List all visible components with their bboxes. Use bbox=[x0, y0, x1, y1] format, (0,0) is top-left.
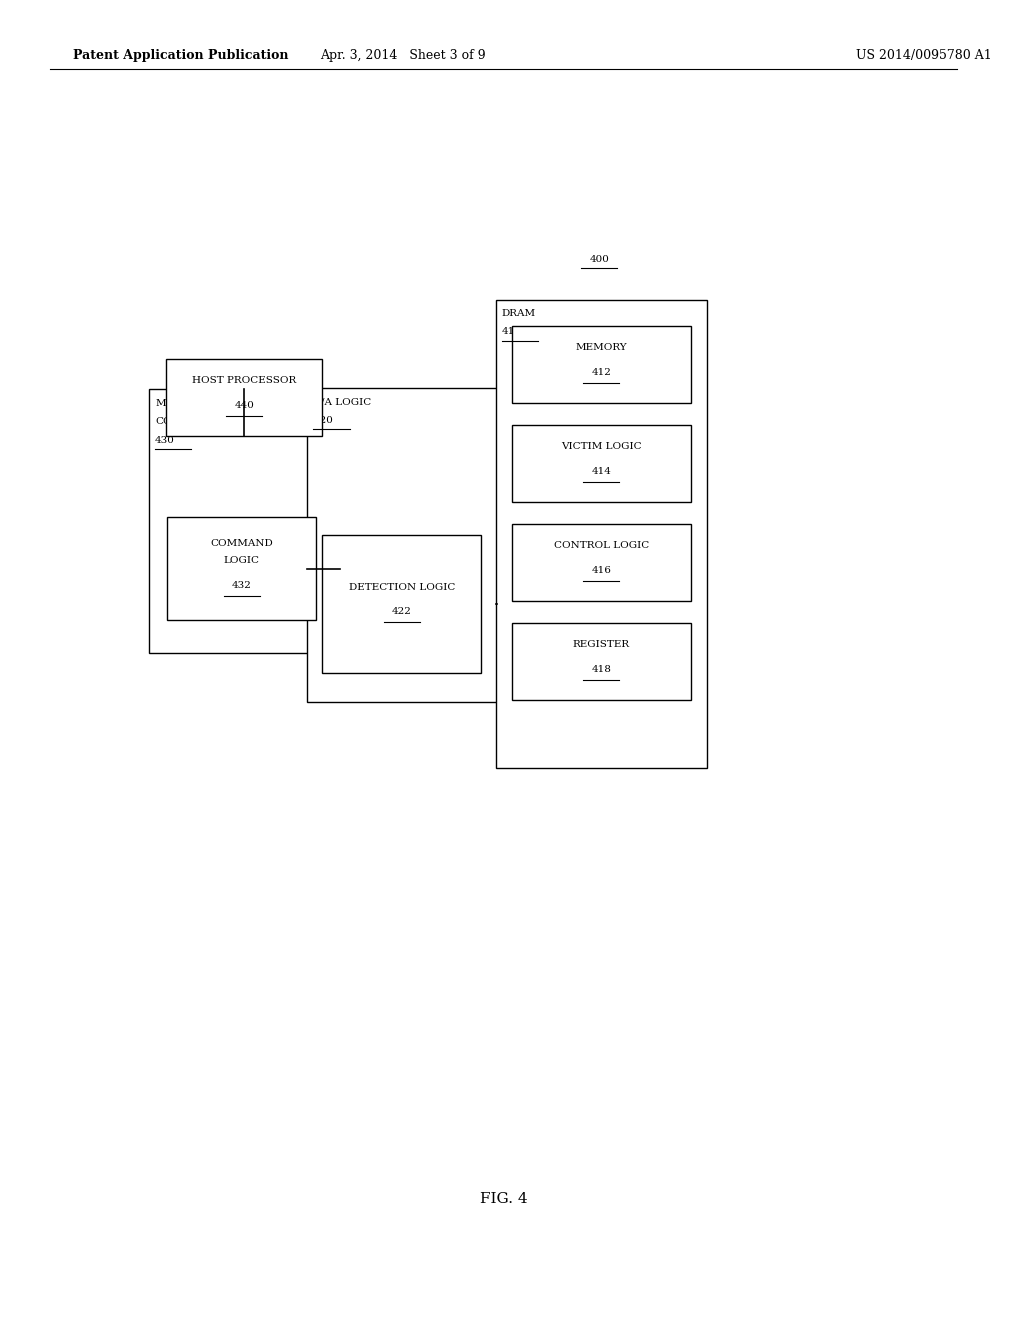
Text: 418: 418 bbox=[592, 665, 611, 673]
Text: CONTROL LOGIC: CONTROL LOGIC bbox=[554, 541, 649, 550]
Bar bbox=[150, 389, 340, 653]
Text: VICTIM LOGIC: VICTIM LOGIC bbox=[561, 442, 642, 451]
Text: CONTROLLER: CONTROLLER bbox=[155, 417, 233, 426]
Bar bbox=[512, 425, 691, 502]
Text: C/A LOGIC: C/A LOGIC bbox=[313, 397, 372, 407]
Bar bbox=[512, 326, 691, 403]
Bar bbox=[496, 300, 708, 768]
Bar bbox=[167, 517, 316, 620]
Text: 416: 416 bbox=[592, 566, 611, 574]
Bar bbox=[512, 524, 691, 601]
Bar bbox=[166, 359, 323, 436]
Text: REGISTER: REGISTER bbox=[572, 640, 630, 649]
Bar bbox=[307, 388, 497, 702]
Text: FIG. 4: FIG. 4 bbox=[480, 1192, 527, 1205]
Text: 440: 440 bbox=[234, 401, 254, 409]
Text: 422: 422 bbox=[392, 607, 412, 616]
Text: Patent Application Publication: Patent Application Publication bbox=[73, 49, 288, 62]
Text: 420: 420 bbox=[313, 416, 333, 425]
Bar bbox=[323, 535, 481, 673]
Text: Apr. 3, 2014   Sheet 3 of 9: Apr. 3, 2014 Sheet 3 of 9 bbox=[321, 49, 485, 62]
Text: MEMORY: MEMORY bbox=[575, 343, 627, 352]
Text: DETECTION LOGIC: DETECTION LOGIC bbox=[349, 583, 455, 591]
Text: 414: 414 bbox=[592, 467, 611, 475]
Text: DRAM: DRAM bbox=[502, 309, 536, 318]
Text: LOGIC: LOGIC bbox=[224, 557, 260, 565]
Text: 410: 410 bbox=[502, 327, 521, 337]
Text: 430: 430 bbox=[155, 436, 175, 445]
Text: MEMORY: MEMORY bbox=[155, 399, 207, 408]
Text: US 2014/0095780 A1: US 2014/0095780 A1 bbox=[856, 49, 992, 62]
Text: 412: 412 bbox=[592, 368, 611, 376]
Text: 400: 400 bbox=[590, 255, 609, 264]
Bar bbox=[512, 623, 691, 700]
Text: 432: 432 bbox=[231, 581, 252, 590]
Text: HOST PROCESSOR: HOST PROCESSOR bbox=[193, 376, 296, 385]
Text: COMMAND: COMMAND bbox=[210, 540, 273, 548]
